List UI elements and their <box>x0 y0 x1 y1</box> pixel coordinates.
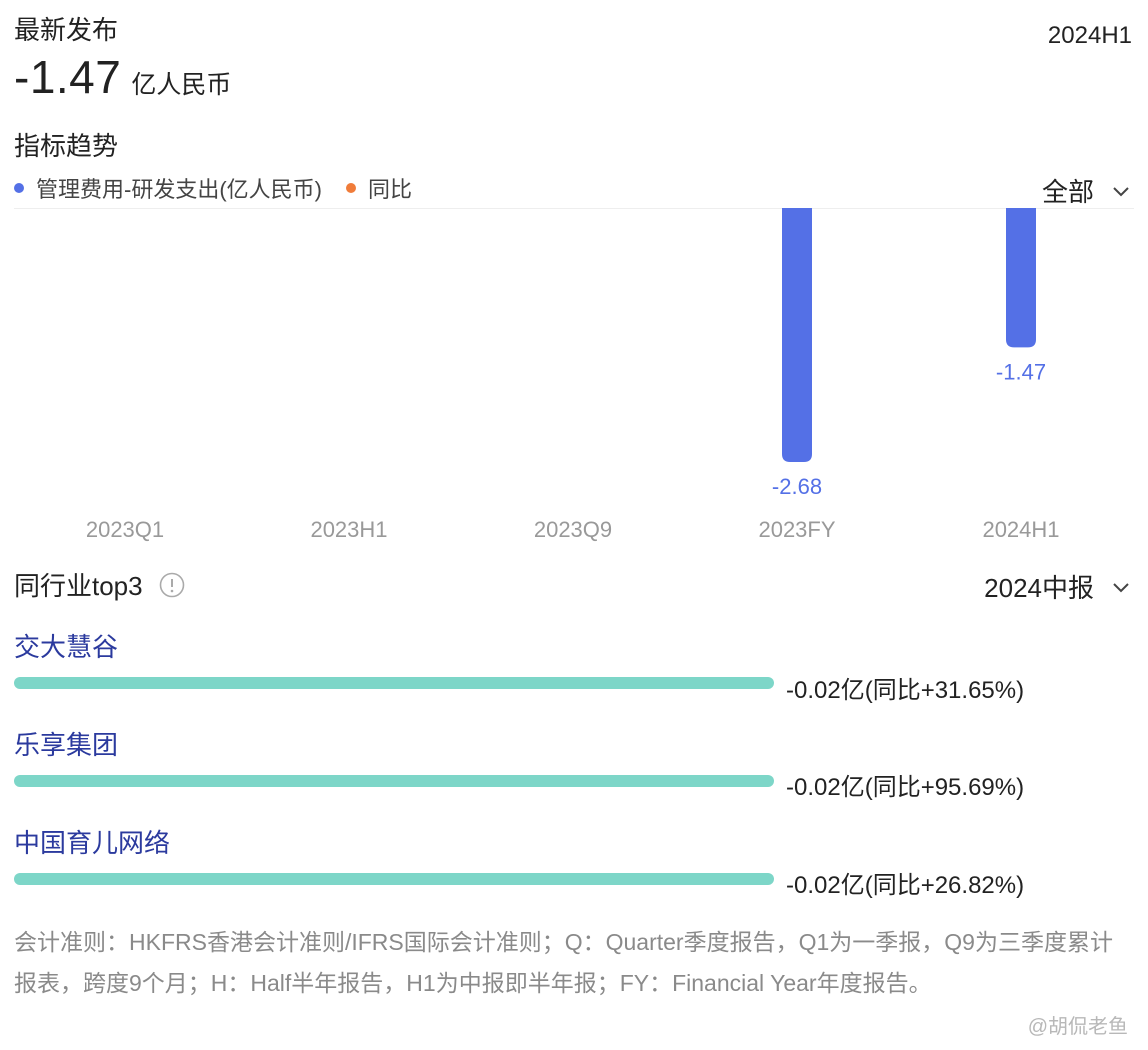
peer-period-label: 2024中报 <box>984 573 1094 603</box>
peer-value-1: -0.02亿(同比+31.65%) <box>786 677 1025 704</box>
x-tick-2023FY: 2023FY <box>758 517 835 542</box>
chevron-down-icon <box>1113 582 1129 592</box>
x-tick-2023Q1: 2023Q1 <box>86 517 164 542</box>
peer-bar-3 <box>14 873 774 885</box>
report-period: 2024H1 <box>1047 22 1132 49</box>
chart-top-divider <box>14 208 1134 209</box>
peer-period-dropdown[interactable]: 2024中报 <box>984 568 1130 605</box>
info-icon[interactable] <box>159 572 185 598</box>
peer-section-header: 同行业top3 <box>14 566 185 603</box>
x-tick-2023H1: 2023H1 <box>310 517 387 542</box>
latest-unit: 亿人民币 <box>131 71 232 99</box>
latest-value-row: -1.47 亿人民币 <box>14 50 231 104</box>
data-label-2023FY: -2.68 <box>772 474 822 499</box>
data-label-2024H1: -1.47 <box>996 359 1046 384</box>
header-title: 最新发布 <box>14 15 119 45</box>
peer-value-3: -0.02亿(同比+26.82%) <box>786 872 1025 899</box>
peer-bar-1 <box>14 677 774 689</box>
peer-name-3[interactable]: 中国育儿网络 <box>14 828 171 858</box>
chart-legend: 管理费用-研发支出(亿人民币) 同比 <box>14 172 436 204</box>
legend-label-rd-expense: 管理费用-研发支出(亿人民币) <box>36 177 322 202</box>
legend-dot-blue <box>14 183 24 193</box>
trend-bar-chart: 2023Q1 2023H1 2023Q9 -2.68 2023FY -1.47 2024H1 <box>86 208 1060 542</box>
latest-value: -1.47 <box>14 51 122 103</box>
legend-label-yoy: 同比 <box>367 177 412 202</box>
peer-section-title: 同行业top3 <box>14 571 143 601</box>
chevron-down-icon <box>1113 186 1129 196</box>
peer-bar-2 <box>14 775 774 787</box>
x-tick-2024H1: 2024H1 <box>982 517 1059 542</box>
peer-name-2[interactable]: 乐享集团 <box>14 730 119 760</box>
peer-value-2: -0.02亿(同比+95.69%) <box>786 774 1025 801</box>
bar-2023FY <box>782 208 812 462</box>
x-tick-2023Q9: 2023Q9 <box>534 517 612 542</box>
accounting-footnote: 会计准则：HKFRS香港会计准则/IFRS国际会计准则；Q：Quarter季度报… <box>14 929 1113 996</box>
bar-2024H1 <box>1006 208 1036 348</box>
peer-name-1[interactable]: 交大慧谷 <box>14 632 119 662</box>
trend-filter-label: 全部 <box>1041 177 1094 207</box>
watermark: @胡侃老鱼 <box>1027 1016 1128 1038</box>
legend-item-yoy[interactable]: 同比 <box>345 172 412 204</box>
trend-title: 指标趋势 <box>14 131 119 161</box>
legend-dot-orange <box>345 183 356 193</box>
trend-filter-dropdown[interactable]: 全部 <box>1042 172 1130 209</box>
legend-item-rd-expense[interactable]: 管理费用-研发支出(亿人民币) <box>14 172 322 204</box>
